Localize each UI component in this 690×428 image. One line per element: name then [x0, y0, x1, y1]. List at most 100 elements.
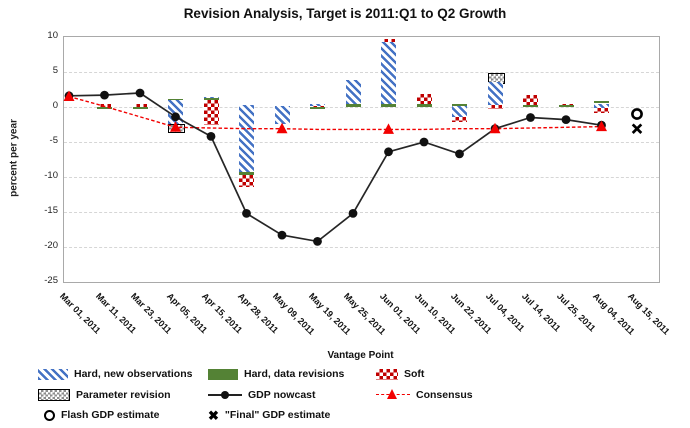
bar-segment-soft [594, 108, 609, 113]
bar-segment-hard_rev [345, 104, 361, 107]
bar-segment-hard_rev [594, 101, 609, 104]
y-tick-label: -25 [44, 275, 58, 286]
legend-label: Soft [404, 368, 425, 380]
y-tick-label: -15 [44, 205, 58, 216]
legend-label: GDP nowcast [248, 389, 316, 401]
gridline-y--10 [64, 177, 659, 178]
chart-title: Revision Analysis, Target is 2011:Q1 to … [183, 6, 507, 21]
consensus-marker [489, 122, 501, 134]
flash-swatch [44, 409, 55, 421]
bar-segment-hard_rev [203, 97, 219, 100]
bar-segment-hard_rev [310, 107, 325, 110]
hard-rev-swatch [208, 368, 238, 380]
y-tick-label: 5 [52, 65, 58, 76]
final-swatch: ✖ [208, 407, 219, 423]
consensus-line [68, 95, 602, 131]
bar-segment-soft [203, 100, 219, 126]
y-tick-label: 10 [47, 30, 58, 41]
soft-swatch [376, 368, 398, 380]
consensus-marker [596, 120, 607, 132]
bar-segment-hard_rev [168, 98, 183, 101]
legend-label: Hard, new observations [74, 368, 193, 380]
nowcast-swatch [208, 389, 242, 401]
legend-item-flash: Flash GDP estimate [44, 409, 159, 421]
gridline-y--15 [64, 212, 659, 213]
legend-item-nowcast: GDP nowcast [208, 389, 316, 401]
bar-segment-soft [523, 95, 538, 105]
y-tick-label: 0 [52, 100, 58, 111]
y-tick-label: -20 [44, 240, 58, 251]
nowcast-point [171, 112, 180, 122]
flash-gdp-marker [631, 108, 643, 120]
bar-segment-soft [452, 116, 467, 122]
gridline-y-5 [64, 72, 659, 73]
x-axis-title: Vantage Point [327, 350, 394, 361]
nowcast-point [526, 113, 535, 122]
legend-label: Flash GDP estimate [61, 409, 160, 421]
bar-segment-soft [239, 174, 254, 187]
nowcast-point [100, 90, 109, 100]
nowcast-point [135, 88, 145, 98]
consensus-swatch [376, 389, 410, 401]
nowcast-point [455, 149, 464, 159]
bar-segment-hard_rev [523, 104, 538, 107]
y-tick-label: -5 [49, 135, 58, 146]
nowcast-point [242, 209, 251, 218]
bar-segment-hard_rev [416, 104, 432, 107]
legend-label: Parameter revision [76, 389, 171, 401]
bar-segment-hard_new [381, 41, 396, 105]
nowcast-point [561, 115, 571, 124]
consensus-marker [63, 90, 75, 101]
gridline-y--20 [64, 247, 659, 248]
legend-label: Consensus [416, 389, 473, 401]
bar-segment-hard_rev [132, 107, 148, 109]
nowcast-line [68, 92, 602, 243]
bar-segment-hard_rev [239, 172, 254, 175]
bar-segment-soft [487, 105, 503, 110]
bar-segment-soft [416, 93, 432, 105]
bar-segment-hard_new [487, 81, 503, 106]
legend-item-final: ✖ "Final" GDP estimate [208, 407, 331, 423]
chart-lines [63, 88, 643, 246]
bar-segment-hard_rev [381, 104, 396, 107]
bar-segment-soft [381, 39, 396, 42]
nowcast-point [384, 147, 393, 157]
consensus-marker [383, 123, 394, 134]
final-gdp-marker [631, 123, 643, 134]
param-swatch [38, 389, 70, 401]
legend-label: Hard, data revisions [244, 368, 345, 380]
bar-segment-hard_rev [558, 104, 574, 107]
nowcast-point [348, 209, 358, 218]
gridline-y--5 [64, 142, 659, 143]
nowcast-point [313, 237, 322, 246]
consensus-marker [170, 121, 181, 132]
bar-segment-soft [558, 103, 574, 106]
bar-segment-hard_new [345, 80, 361, 105]
plot-area [63, 36, 660, 283]
legend-item-param: Parameter revision [38, 389, 171, 401]
y-axis-label: percent per year [8, 119, 20, 197]
bar-segment-soft [310, 105, 325, 108]
legend-item-soft: Soft [376, 368, 424, 380]
bar-segment-hard_new [203, 96, 219, 99]
nowcast-point [277, 230, 287, 240]
gridline-y-0 [64, 107, 659, 108]
bar-segment-hard_rev [452, 103, 467, 106]
consensus-marker [276, 122, 288, 134]
legend-item-hard-rev: Hard, data revisions [208, 368, 344, 380]
legend-item-consensus: Consensus [376, 389, 473, 401]
legend-label: "Final" GDP estimate [224, 409, 331, 421]
bar-segment-hard_new [274, 105, 290, 124]
bar-segment-hard_new [594, 103, 609, 109]
legend-item-hard-new: Hard, new observations [38, 368, 192, 380]
bar-segment-hard_new [239, 104, 254, 173]
nowcast-point [419, 137, 429, 147]
hard-new-swatch [38, 368, 68, 380]
nowcast-point [206, 132, 216, 141]
bar-segment-soft [132, 103, 148, 107]
bar-segment-hard_rev [97, 107, 112, 109]
bar-segment-hard_new [452, 105, 467, 117]
bar-segment-hard_new [310, 103, 325, 106]
y-tick-label: -10 [44, 170, 58, 181]
